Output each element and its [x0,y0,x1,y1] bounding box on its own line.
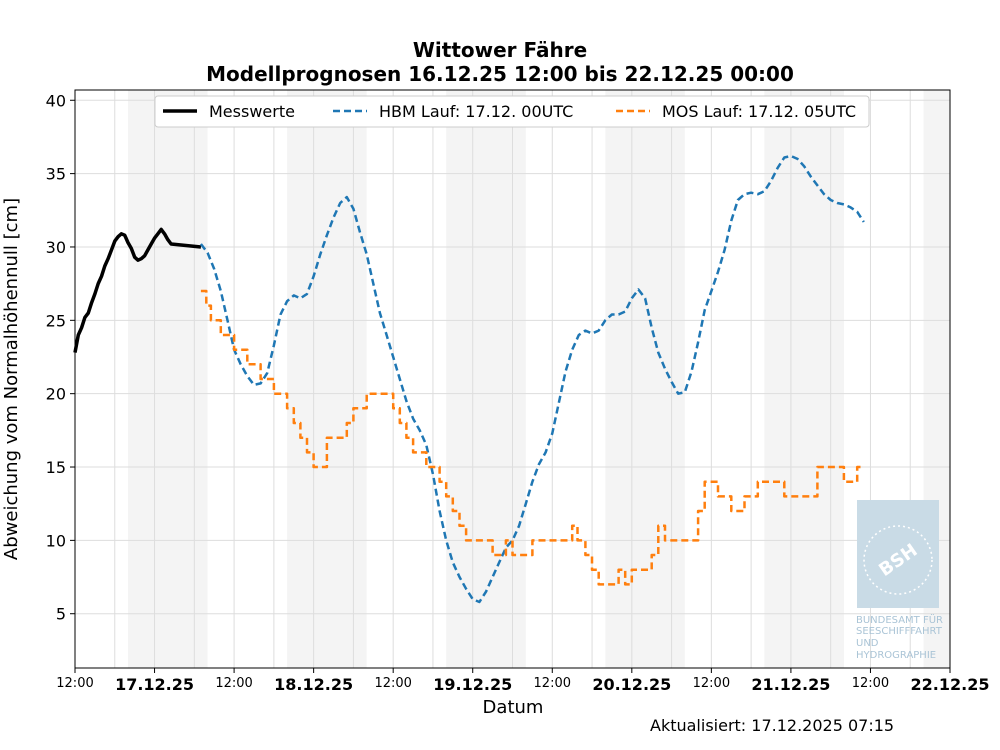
y-axis-ticks: 5 10 15 20 25 30 35 40 [46,91,75,624]
night-bands [128,90,950,668]
x-axis-label: Datum [483,697,544,718]
bsh-seal-ring [863,525,933,595]
night-band [605,90,685,668]
x-tick-label-date: 21.12.25 [751,675,830,694]
x-tick-label-date: 19.12.25 [433,675,512,694]
y-tick-label: 15 [46,458,66,477]
x-tick-label-time: 12:00 [56,676,93,691]
y-tick-label: 40 [46,91,66,110]
bsh-logo-box [857,500,939,608]
y-tick-label: 35 [46,165,66,184]
grid-lines [74,90,951,668]
legend-label-0: Messwerte [209,102,295,121]
night-band [764,90,844,668]
legend: Messwerte HBM Lauf: 17.12. 00UTC MOS Lauf:… [154,95,870,128]
x-tick-label-date: 22.12.25 [911,675,990,694]
series-line-0 [73,227,202,353]
x-tick-label-time: 12:00 [852,676,889,691]
y-axis-label: Abweichung vom Normalhöhennull [cm] [1,198,22,560]
chart-title: Wittower Fähre [412,38,588,62]
y-tick-label: 30 [46,238,66,257]
x-tick-label-time: 12:00 [215,676,252,691]
night-band [446,90,526,668]
y-tick-label: 5 [56,605,66,624]
series-line-2 [200,289,864,586]
legend-box [154,95,870,128]
bsh-agency-line-4: HYDROGRAPHIE [856,650,936,661]
legend-label-1: HBM Lauf: 17.12. 00UTC [379,102,573,121]
x-tick-label-date: 18.12.25 [274,675,353,694]
night-band [287,90,367,668]
bsh-watermark: BSH BUNDESAMT FÜR SEESCHIFFFAHRT UND HYD… [856,500,943,661]
x-tick-label-time: 12:00 [693,676,730,691]
bsh-agency-line-3: UND [856,638,879,649]
bsh-agency-line-1: BUNDESAMT FÜR [856,613,943,626]
night-band [128,90,208,668]
chart-subtitle: Modellprognosen 16.12.25 12:00 bis 22.12… [206,62,794,86]
data-series [73,154,865,604]
updated-timestamp: Aktualisiert: 17.12.2025 07:15 [650,716,895,735]
x-axis-ticks: 12:00 17.12.25 12:00 18.12.25 12:00 19.12.25 1… [56,668,989,694]
x-tick-label-time: 12:00 [374,676,411,691]
y-tick-label: 20 [46,385,66,404]
legend-label-2: MOS Lauf: 17.12. 05UTC [662,102,856,121]
x-tick-label-time: 12:00 [534,676,571,691]
y-tick-label: 25 [46,311,66,330]
y-tick-label: 10 [46,531,66,550]
bsh-agency-line-2: SEESCHIFFFAHRT [856,626,943,637]
series-line-1 [199,154,865,604]
x-tick-label-date: 20.12.25 [592,675,671,694]
plot-frame [74,89,951,669]
x-tick-label-date: 17.12.25 [115,675,194,694]
